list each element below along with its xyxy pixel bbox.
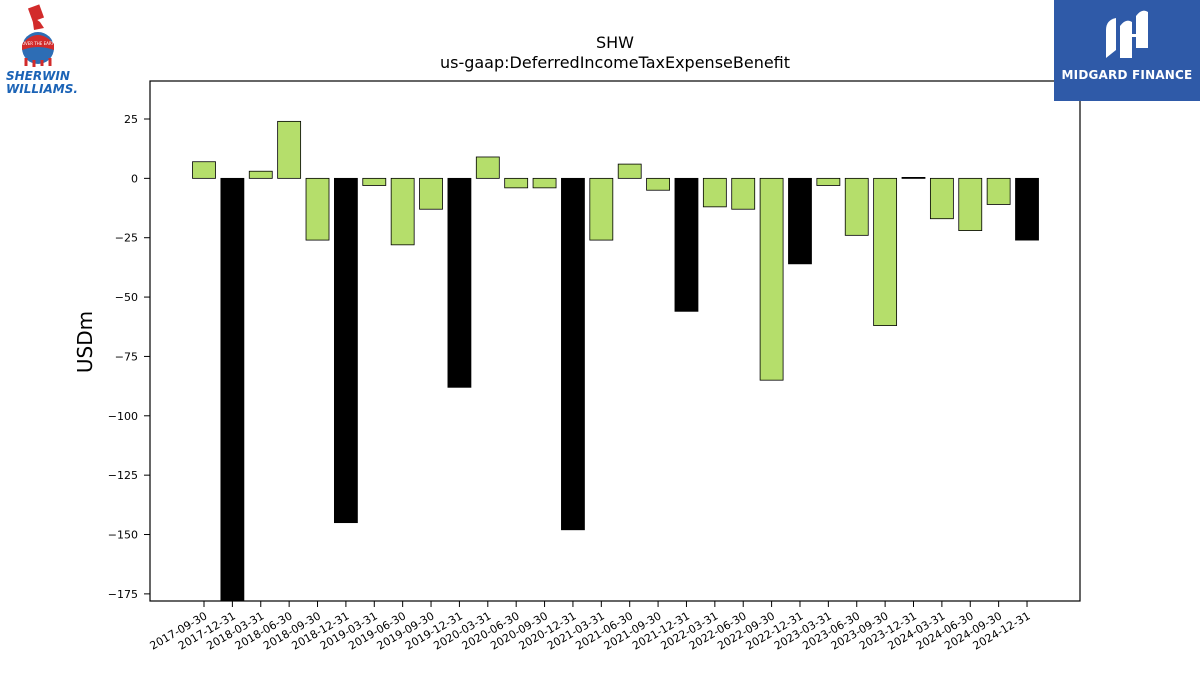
- publisher-name: MIDGARD FINANCE: [1061, 68, 1193, 82]
- bar-2020-03-31: [475, 156, 500, 179]
- y-tick-label: −75: [115, 350, 138, 363]
- y-tick-label: 25: [124, 113, 138, 126]
- y-tick-label: −100: [108, 410, 138, 423]
- bar-2020-12-31: [561, 177, 585, 531]
- y-tick-label: −125: [108, 469, 138, 482]
- bar-2019-06-30: [390, 177, 415, 246]
- bar-2018-12-31: [333, 177, 358, 524]
- midgard-finance-logo: MIDGARD FINANCE: [1054, 0, 1200, 101]
- bar-2023-09-30: [873, 177, 898, 326]
- bar-2024-03-31: [929, 177, 954, 220]
- bar-2022-12-31: [788, 177, 812, 265]
- bar-2023-12-31: [901, 177, 926, 179]
- bar-2018-06-30: [277, 120, 302, 179]
- cover-the-earth-icon: COVER THE EARTH: [19, 4, 57, 67]
- logo-text-williams: WILLIAMS.: [6, 82, 78, 96]
- x-axis-ticks: 2017-09-302017-12-312018-03-312018-06-30…: [148, 601, 1033, 653]
- bar-2021-12-31: [674, 177, 699, 312]
- bar-series: [192, 120, 1039, 601]
- bar-2021-06-30: [617, 163, 642, 179]
- bar-2022-03-31: [702, 177, 727, 208]
- bar-2023-03-31: [816, 177, 841, 186]
- y-tick-label: 0: [131, 172, 138, 185]
- bar-2022-06-30: [731, 177, 756, 210]
- y-tick-label: −175: [108, 588, 138, 601]
- y-tick-label: −50: [115, 291, 138, 304]
- y-axis-ticks: 25 0 −25 −50 −75 −100 −125 −150 −175: [108, 113, 150, 601]
- y-tick-label: −150: [108, 529, 138, 542]
- bar-2023-06-30: [844, 177, 869, 236]
- bar-2018-09-30: [305, 177, 330, 241]
- midgard-mark-icon: [1106, 10, 1148, 59]
- bar-2024-12-31: [1015, 177, 1039, 241]
- logo-text-sherwin: SHERWIN: [6, 69, 70, 83]
- chart-subtitle: us-gaap:DeferredIncomeTaxExpenseBenefit: [440, 53, 790, 72]
- bar-2024-06-30: [958, 177, 983, 231]
- bar-2019-03-31: [362, 177, 387, 186]
- chart-title: SHW: [596, 33, 634, 52]
- logo-tagline: COVER THE EARTH: [19, 41, 57, 46]
- bar-2017-12-31: [220, 177, 245, 601]
- bar-2021-09-30: [646, 177, 670, 191]
- plot-frame: [149, 80, 1081, 602]
- bar-2022-09-30: [759, 177, 784, 381]
- bar-2020-09-30: [532, 177, 557, 189]
- sherwin-williams-logo: COVER THE EARTH SHERWIN WILLIAMS.: [4, 4, 78, 100]
- bar-2018-03-31: [248, 170, 273, 179]
- bar-2020-06-30: [504, 177, 529, 189]
- bar-2024-09-30: [986, 177, 1011, 205]
- bar-2019-09-30: [419, 177, 443, 210]
- y-axis-label: USDm: [73, 311, 97, 373]
- bar-2019-12-31: [447, 177, 472, 388]
- bar-2021-03-31: [589, 177, 614, 241]
- y-tick-label: −25: [115, 232, 138, 245]
- bar-2017-09-30: [192, 161, 216, 179]
